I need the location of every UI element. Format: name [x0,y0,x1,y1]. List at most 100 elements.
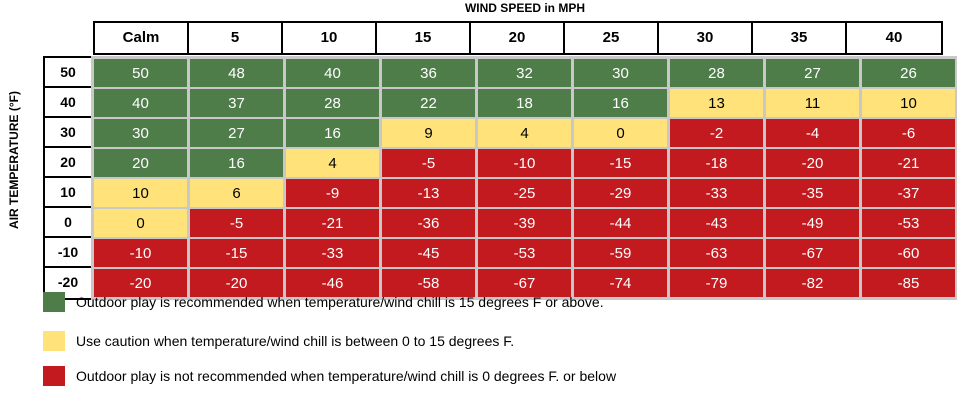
wind-chill-cell: 28 [286,89,379,117]
wind-chill-cell: 30 [574,59,667,87]
wind-chill-cell: -74 [574,269,667,297]
temperature-row-labels: 50 40 30 20 10 0 -10 -20 [43,56,93,300]
column-header: 15 [377,23,471,53]
row-header: 20 [45,148,91,178]
wind-chill-cell: 27 [190,119,283,147]
legend-item: Use caution when temperature/wind chill … [43,331,514,351]
wind-chill-cell: -53 [862,209,955,237]
wind-chill-cell: -25 [478,179,571,207]
legend-item: Outdoor play is recommended when tempera… [43,292,604,312]
column-header: 20 [471,23,565,53]
wind-chill-cell: 16 [286,119,379,147]
wind-chill-cell: 13 [670,89,763,117]
wind-chill-cell: -18 [670,149,763,177]
wind-chill-cell: 18 [478,89,571,117]
row-header: 40 [45,88,91,118]
wind-chill-cell: -85 [862,269,955,297]
row-header: 10 [45,178,91,208]
wind-chill-cell: -60 [862,239,955,267]
legend-swatch [43,292,65,312]
wind-chill-cell: -5 [382,149,475,177]
wind-chill-cell: -82 [766,269,859,297]
wind-chill-cell: 0 [574,119,667,147]
wind-chill-cell: -59 [574,239,667,267]
row-header: 30 [45,118,91,148]
legend-text: Use caution when temperature/wind chill … [76,333,515,349]
wind-chill-cell: 20 [94,149,187,177]
row-header: 50 [45,58,91,88]
wind-chill-cell: -58 [382,269,475,297]
wind-chill-cell: -20 [766,149,859,177]
column-header: Calm [95,23,189,53]
wind-chill-cell: 22 [382,89,475,117]
column-header: 30 [659,23,753,53]
wind-chill-cell: -33 [286,239,379,267]
column-header: 25 [565,23,659,53]
wind-chill-cell: -33 [670,179,763,207]
wind-chill-cell: -53 [478,239,571,267]
wind-chill-cell: -37 [862,179,955,207]
wind-chill-cell: -10 [94,239,187,267]
wind-chill-cell: -43 [670,209,763,237]
wind-chill-cell: -2 [670,119,763,147]
wind-chill-cell: 4 [478,119,571,147]
wind-chill-cell: -46 [286,269,379,297]
column-header: 10 [283,23,377,53]
wind-chill-cell: -35 [766,179,859,207]
wind-chill-cell: 16 [190,149,283,177]
legend-swatch [43,366,65,386]
wind-chill-cell: -29 [574,179,667,207]
legend-item: Outdoor play is not recommended when tem… [43,366,616,386]
wind-chill-cell: -20 [190,269,283,297]
wind-chill-cell: 48 [190,59,283,87]
wind-chill-cell: -67 [766,239,859,267]
wind-chill-cell: -13 [382,179,475,207]
wind-chill-cell: -39 [478,209,571,237]
legend-text: Outdoor play is recommended when tempera… [76,294,604,310]
column-header: 40 [847,23,941,53]
wind-chill-grid: 50 48 40 36 32 30 28 27 26 40 37 28 22 18 16 13 11 10 30 27… [91,56,957,300]
column-header: 35 [753,23,847,53]
wind-chill-cell: -44 [574,209,667,237]
wind-chill-cell: -5 [190,209,283,237]
wind-chill-cell: -20 [94,269,187,297]
wind-chill-cell: -9 [286,179,379,207]
wind-chill-cell: 32 [478,59,571,87]
wind-chill-cell: 40 [286,59,379,87]
wind-chill-cell: 36 [382,59,475,87]
wind-chill-cell: 9 [382,119,475,147]
wind-chill-cell: -79 [670,269,763,297]
wind-chill-cell: -49 [766,209,859,237]
wind-chill-cell: -36 [382,209,475,237]
wind-chill-cell: -63 [670,239,763,267]
wind-chill-cell: 37 [190,89,283,117]
wind-speed-header-row: Calm 5 10 15 20 25 30 35 40 [93,21,943,55]
wind-chill-cell: 26 [862,59,955,87]
legend-text: Outdoor play is not recommended when tem… [76,368,617,384]
wind-chill-cell: -67 [478,269,571,297]
wind-chill-cell: -4 [766,119,859,147]
row-header: -20 [57,274,79,290]
row-header: 0 [45,208,91,238]
wind-chill-cell: 16 [574,89,667,117]
legend-swatch [43,331,65,351]
row-header: -10 [45,238,91,268]
chart-title: WIND SPEED in MPH [464,1,585,15]
wind-chill-cell: 27 [766,59,859,87]
wind-chill-cell: -15 [190,239,283,267]
wind-chill-cell: 30 [94,119,187,147]
wind-chill-cell: 4 [286,149,379,177]
wind-chill-cell: 0 [94,209,187,237]
wind-chill-cell: 28 [670,59,763,87]
y-axis-label: AIR TEMPERATURE (°F) [7,91,21,229]
wind-chill-cell: -10 [478,149,571,177]
wind-chill-cell: -45 [382,239,475,267]
wind-chill-cell: 10 [862,89,955,117]
wind-chill-cell: -21 [286,209,379,237]
wind-chill-cell: 11 [766,89,859,117]
wind-chill-cell: 40 [94,89,187,117]
wind-chill-cell: 50 [94,59,187,87]
wind-chill-cell: 6 [190,179,283,207]
wind-chill-cell: -15 [574,149,667,177]
wind-chill-cell: 10 [94,179,187,207]
